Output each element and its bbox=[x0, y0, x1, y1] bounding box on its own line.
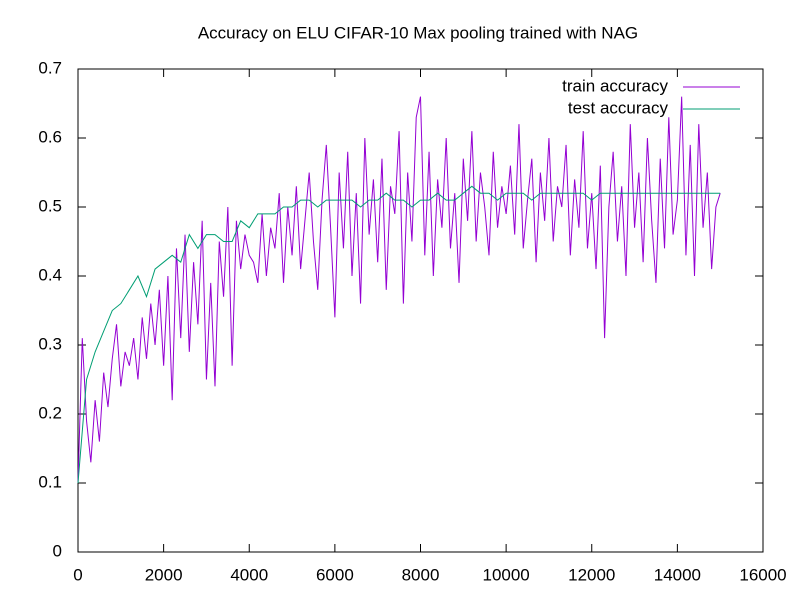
y-tick-label: 0.5 bbox=[38, 196, 62, 215]
series-line bbox=[77, 96, 721, 484]
plot-border bbox=[77, 68, 764, 553]
y-tick-label: 0 bbox=[53, 541, 62, 560]
x-tick-label: 8000 bbox=[402, 565, 440, 584]
chart-title: Accuracy on ELU CIFAR-10 Max pooling tra… bbox=[198, 23, 638, 42]
x-tick-label: 14000 bbox=[654, 565, 701, 584]
y-tick-label: 0.3 bbox=[38, 334, 62, 353]
x-tick-label: 0 bbox=[73, 565, 82, 584]
y-tick-label: 0.6 bbox=[38, 127, 62, 146]
legend-label: train accuracy bbox=[562, 76, 668, 95]
legend-label: test accuracy bbox=[568, 98, 669, 117]
x-tick-label: 10000 bbox=[482, 565, 529, 584]
y-tick-label: 0.2 bbox=[38, 403, 62, 422]
x-tick-label: 12000 bbox=[568, 565, 615, 584]
y-tick-label: 0.4 bbox=[38, 265, 62, 284]
series-line bbox=[77, 185, 721, 484]
x-tick-label: 4000 bbox=[230, 565, 268, 584]
y-tick-label: 0.1 bbox=[38, 472, 62, 491]
x-tick-label: 2000 bbox=[145, 565, 183, 584]
x-tick-label: 6000 bbox=[316, 565, 354, 584]
x-tick-label: 16000 bbox=[739, 565, 786, 584]
y-tick-label: 0.7 bbox=[38, 58, 62, 77]
